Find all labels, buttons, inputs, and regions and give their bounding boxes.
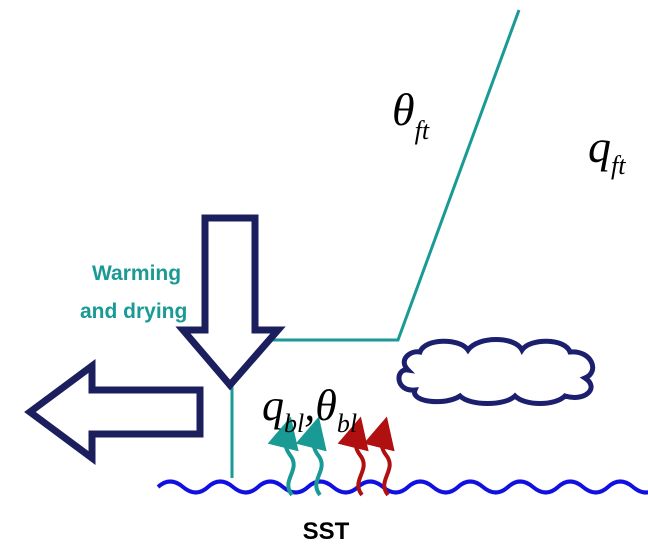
heat-flux-arrow: [381, 432, 389, 495]
symbol: q: [588, 121, 611, 172]
theta-symbol: θ: [315, 381, 337, 430]
q-ft-label: qft: [588, 121, 626, 180]
outflow-arrow: [30, 366, 200, 458]
moisture-flux-arrow: [313, 432, 321, 495]
subscript: ft: [611, 151, 626, 180]
cloud: [399, 340, 593, 404]
subsidence-arrow: [183, 218, 278, 385]
theta-ft-label: θft: [392, 84, 430, 145]
warming-label: Warming: [92, 262, 181, 285]
boundary-layer-label: qbl,θbl: [262, 381, 357, 438]
diagram: θft qft qbl,θbl Warming and drying SST: [0, 0, 648, 549]
sst-label: SST: [303, 518, 350, 545]
theta-subscript: bl: [337, 409, 357, 438]
subscript: ft: [415, 116, 430, 145]
separator: ,: [304, 381, 315, 430]
sea-surface: [158, 482, 648, 493]
moisture-flux-arrow: [285, 432, 293, 495]
symbol: θ: [392, 84, 415, 135]
warming-label: and drying: [80, 300, 187, 323]
q-symbol: q: [262, 381, 284, 430]
q-subscript: bl: [284, 409, 304, 438]
